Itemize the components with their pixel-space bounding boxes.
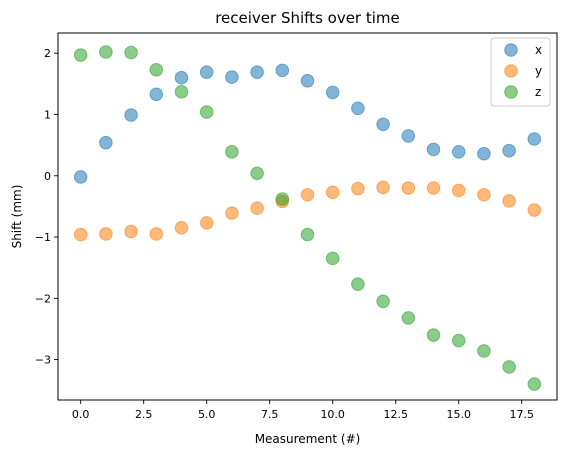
data-point-z-16 [477, 344, 491, 358]
data-point-y-9 [300, 187, 315, 202]
y-tick-label-3: 0 [44, 170, 51, 183]
y-tick-label-1: −2 [35, 292, 51, 305]
data-point-x-11 [351, 101, 365, 116]
data-point-y-17 [502, 194, 516, 208]
x-axis-label: Measurement (#) [255, 432, 361, 446]
data-point-x-0 [73, 170, 88, 184]
y-tick-label-2: −1 [35, 231, 51, 244]
data-point-z-17 [502, 360, 516, 374]
data-point-z-6 [225, 145, 239, 159]
data-point-z-5 [199, 105, 214, 119]
x-tick-label-4: 10.0 [320, 408, 345, 421]
x-tick-label-1: 2.5 [135, 408, 153, 421]
data-point-y-10 [325, 185, 340, 200]
data-point-x-8 [275, 63, 290, 78]
plot-area-frame [57, 32, 558, 401]
legend-marker-z [504, 85, 518, 99]
data-point-y-1 [99, 227, 113, 241]
data-point-x-16 [477, 146, 491, 161]
chart-title: receiver Shifts over time [215, 9, 400, 27]
legend-marker-y [504, 64, 518, 78]
x-tick-label-2: 5.0 [198, 408, 216, 421]
data-point-z-7 [250, 166, 264, 181]
y-tick-label-5: 2 [44, 47, 51, 60]
x-tick-label-3: 7.5 [261, 408, 279, 421]
x-tick-label-0: 0.0 [72, 408, 90, 421]
data-point-x-5 [199, 65, 214, 80]
data-point-z-4 [174, 85, 189, 99]
data-point-x-15 [451, 145, 466, 159]
data-point-y-6 [225, 206, 239, 220]
data-point-x-13 [401, 129, 416, 143]
data-point-z-11 [351, 277, 365, 292]
data-point-y-5 [199, 216, 214, 230]
data-point-y-18 [527, 203, 542, 217]
data-point-z-3 [149, 62, 164, 77]
legend-items: xyz [504, 43, 542, 99]
data-point-x-9 [300, 73, 315, 88]
data-point-z-2 [124, 45, 138, 60]
y-axis-label: Shift (mm) [10, 185, 24, 249]
data-point-x-4 [174, 70, 189, 85]
data-point-y-13 [401, 181, 416, 195]
x-axis-ticks: 0.0 2.5 5.0 7.5 10.0 12.5 15.0 17.5 [72, 400, 534, 421]
data-point-y-4 [174, 221, 189, 235]
data-point-x-1 [99, 135, 113, 150]
data-point-x-18 [527, 132, 542, 146]
data-point-z-9 [300, 227, 315, 242]
data-point-x-7 [250, 65, 264, 80]
data-point-x-6 [225, 70, 239, 84]
legend-label-x: x [535, 43, 542, 57]
data-point-x-3 [149, 87, 164, 102]
data-point-y-11 [351, 181, 365, 196]
x-tick-label-5: 12.5 [383, 408, 408, 421]
data-point-x-12 [376, 117, 390, 132]
data-point-x-2 [124, 108, 138, 122]
data-point-y-14 [426, 181, 441, 195]
data-point-x-10 [325, 85, 340, 100]
data-point-y-3 [149, 227, 164, 241]
data-point-z-0 [73, 48, 88, 62]
legend-label-y: y [535, 64, 542, 78]
y-axis-ticks: −3 −2 −1 0 1 2 [35, 47, 58, 367]
data-point-y-0 [73, 227, 88, 242]
data-point-y-16 [477, 187, 491, 202]
legend-marker-x [504, 43, 518, 57]
data-point-x-14 [426, 142, 441, 157]
data-point-y-15 [451, 183, 466, 198]
data-point-y-7 [250, 201, 264, 216]
data-point-z-10 [325, 251, 340, 266]
data-point-z-15 [451, 333, 466, 348]
data-point-z-18 [527, 377, 542, 391]
data-point-z-13 [401, 311, 416, 325]
data-point-y-2 [124, 224, 138, 239]
data-point-z-1 [99, 45, 113, 59]
data-point-z-12 [376, 294, 390, 309]
x-tick-label-7: 17.5 [509, 408, 534, 421]
data-point-z-8 [275, 192, 290, 206]
y-tick-label-0: −3 [35, 354, 51, 367]
legend-label-z: z [535, 85, 541, 99]
y-tick-label-4: 1 [44, 108, 51, 121]
x-tick-label-6: 15.0 [446, 408, 471, 421]
data-point-z-14 [426, 328, 441, 342]
data-points [73, 45, 542, 391]
legend: xyz [490, 37, 551, 107]
data-point-x-17 [502, 143, 516, 158]
data-point-y-12 [376, 180, 390, 195]
